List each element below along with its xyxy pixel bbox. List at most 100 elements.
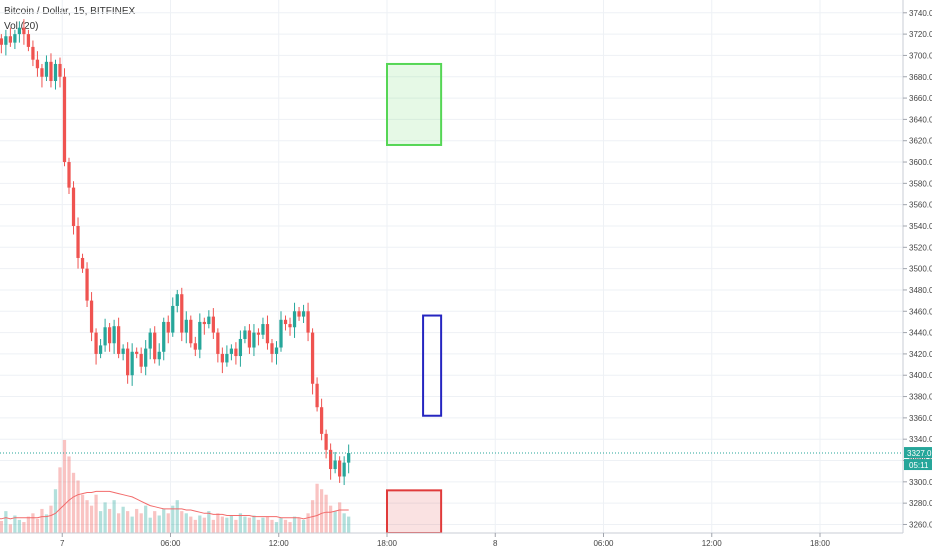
price-tick-label: 3500.0	[909, 265, 932, 274]
time-tick-label: 18:00	[810, 539, 831, 548]
zone-rect-red[interactable]	[386, 489, 443, 534]
price-tick-label: 3680.0	[909, 73, 932, 82]
candle	[171, 297, 175, 337]
candle-body	[175, 294, 179, 306]
volume-bar	[270, 519, 274, 533]
candle-body	[53, 63, 58, 82]
volume-bar	[130, 516, 134, 533]
price-tick-label: 3260.0	[909, 520, 932, 529]
candle-body	[229, 348, 234, 354]
candle-body	[4, 36, 8, 45]
price-tick-label: 3480.0	[909, 286, 932, 295]
volume-bar	[261, 517, 265, 533]
candle	[117, 317, 121, 359]
candle-body	[315, 383, 319, 408]
volume-bar	[324, 494, 328, 533]
volume-bar	[301, 519, 306, 533]
volume-bar	[198, 515, 202, 533]
price-tick-label: 3740.0	[909, 9, 932, 18]
chart-legend: Bitcoin / Dollar, 15, BITFINEX Vol (20)	[4, 4, 135, 34]
volume-bar	[292, 516, 297, 533]
drawn-zones[interactable]	[386, 62, 443, 534]
time-tick-label: 06:00	[160, 539, 181, 548]
candle-body	[62, 76, 67, 163]
candle-body	[13, 34, 17, 43]
grid-lines	[0, 0, 903, 533]
candle-body	[98, 345, 103, 354]
zone-rect-blue[interactable]	[422, 314, 443, 417]
candle	[319, 398, 324, 441]
volume-bar	[44, 514, 49, 533]
volume-bar	[171, 505, 175, 533]
volume-indicator-label: Vol (20)	[4, 21, 39, 32]
last-price-badge	[904, 447, 932, 459]
candle-body	[144, 348, 148, 367]
candle	[67, 157, 71, 195]
candle-body	[256, 332, 261, 335]
volume-bar	[67, 456, 71, 533]
time-tick-label: 8	[493, 539, 498, 548]
candle	[184, 311, 188, 344]
candle	[189, 315, 193, 348]
volume-bar	[319, 489, 324, 533]
price-tick-label: 3620.0	[909, 137, 932, 146]
candle	[288, 317, 292, 336]
volume-bar	[17, 519, 22, 533]
candle	[229, 344, 234, 361]
volume-bar	[22, 522, 26, 533]
candle-body	[211, 316, 215, 333]
candle	[49, 53, 53, 88]
candle-body	[310, 332, 315, 384]
zone-rect-green[interactable]	[386, 62, 443, 146]
candle-body	[135, 351, 139, 354]
candle	[207, 310, 211, 329]
time-tick-label: 12:00	[269, 539, 290, 548]
volume-bar	[328, 505, 333, 533]
candle-body	[198, 321, 202, 350]
volume-bar	[112, 500, 116, 533]
volume-bar	[306, 513, 310, 533]
volume-bar	[202, 517, 206, 533]
volume-bar	[103, 502, 107, 533]
candle-body	[328, 449, 333, 470]
last-price-value: 3327.0	[907, 449, 932, 458]
volume-ma-line	[0, 490, 349, 520]
candle-body	[107, 327, 112, 344]
candle	[243, 326, 247, 344]
candle-body	[40, 68, 44, 77]
candle	[333, 451, 337, 474]
candle-body	[171, 305, 175, 333]
candle-body	[35, 59, 40, 69]
volume-bar	[62, 440, 67, 533]
candle	[126, 342, 130, 384]
volume-bar	[184, 513, 188, 533]
volume-bar	[283, 519, 288, 533]
time-axis[interactable]: 7 06:00 12:00 18:00 8 06:00 12:00 18:00	[0, 532, 932, 550]
candle	[347, 444, 351, 474]
volume-bar	[225, 517, 229, 533]
candle	[85, 262, 89, 308]
candle	[310, 328, 315, 395]
candle-body	[247, 330, 252, 348]
volume-bar	[342, 513, 346, 533]
candle-body	[94, 332, 98, 354]
candle-body	[306, 311, 310, 333]
countdown-badge	[904, 459, 932, 471]
price-axis[interactable]: 3260.03280.03300.03320.03340.03360.03380…	[902, 0, 932, 550]
candle	[238, 330, 243, 367]
volume-bar	[288, 522, 292, 533]
candle	[153, 326, 157, 364]
candle-body	[139, 353, 143, 367]
candle	[53, 59, 58, 90]
time-axis-bg	[0, 533, 932, 550]
volume-bar	[26, 516, 31, 533]
volume-bar	[157, 515, 161, 533]
volume-bar	[243, 516, 247, 533]
candle	[180, 287, 184, 342]
candle	[274, 341, 279, 365]
candle-body	[85, 268, 89, 301]
candle-body	[117, 326, 121, 354]
candle-body	[292, 311, 297, 328]
candle-body	[265, 324, 270, 344]
